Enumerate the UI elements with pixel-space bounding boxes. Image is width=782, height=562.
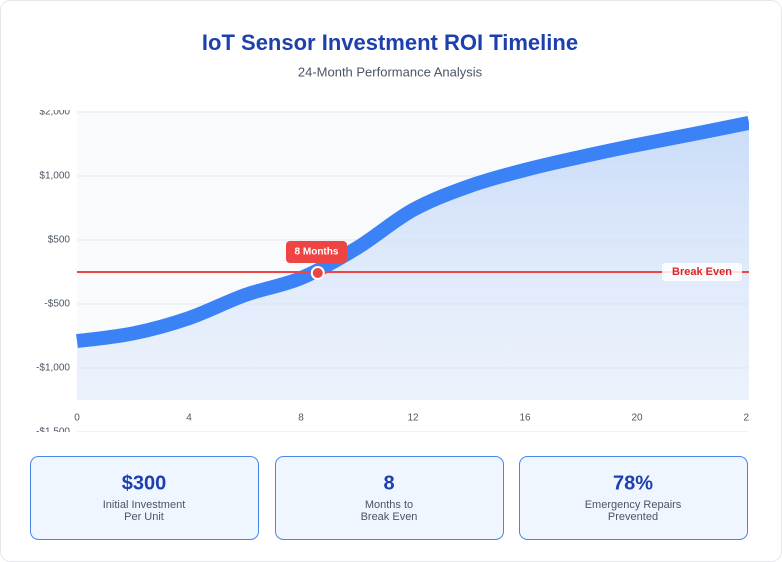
- break-even-badge: [662, 263, 742, 281]
- stat-label: Per Unit: [124, 511, 164, 523]
- y-tick-label: -$1,000: [36, 363, 70, 374]
- subtitle: 24-Month Performance Analysis: [298, 64, 483, 79]
- stat-label: Break Even: [361, 511, 418, 523]
- x-tick-label: 20: [631, 413, 643, 424]
- y-tick-label: $1,000: [39, 171, 70, 182]
- stat-label: Prevented: [608, 511, 658, 523]
- stat-value: 78%: [613, 472, 653, 494]
- y-tick-label: -$1,500: [36, 427, 70, 438]
- marker-label: 8 Months: [295, 247, 339, 258]
- x-tick-label: 8: [298, 413, 304, 424]
- chart: $2,000 $1,000 $500 -$500 -$1,000 -$1,500 0 4 8 12…: [36, 107, 755, 438]
- stat-value: $300: [122, 472, 167, 494]
- y-tick-label: -$500: [44, 299, 70, 310]
- break-even-point: [310, 266, 325, 280]
- x-tick-label: 12: [407, 413, 419, 424]
- x-tick-label: 4: [186, 413, 192, 424]
- y-tick-label: $2,000: [39, 107, 70, 118]
- marker-badge: [286, 241, 347, 263]
- y-tick-label: $500: [48, 235, 71, 246]
- stat-label: Initial Investment: [103, 499, 186, 511]
- x-tick-label: 16: [519, 413, 531, 424]
- roi-line: [76, 116, 749, 349]
- stat-card: [30, 456, 259, 540]
- stat-card: [275, 456, 504, 540]
- stat-label: Months to: [365, 499, 413, 511]
- stat-value: 8: [383, 472, 394, 494]
- break-even-label: Break Even: [672, 266, 732, 278]
- stat-card: [519, 456, 748, 540]
- x-tick-label: 0: [74, 413, 80, 424]
- stat-label: Emergency Repairs: [585, 499, 682, 511]
- area: [77, 122, 749, 400]
- title: IoT Sensor Investment ROI Timeline: [202, 30, 578, 55]
- x-tick-label: 24: [743, 413, 755, 424]
